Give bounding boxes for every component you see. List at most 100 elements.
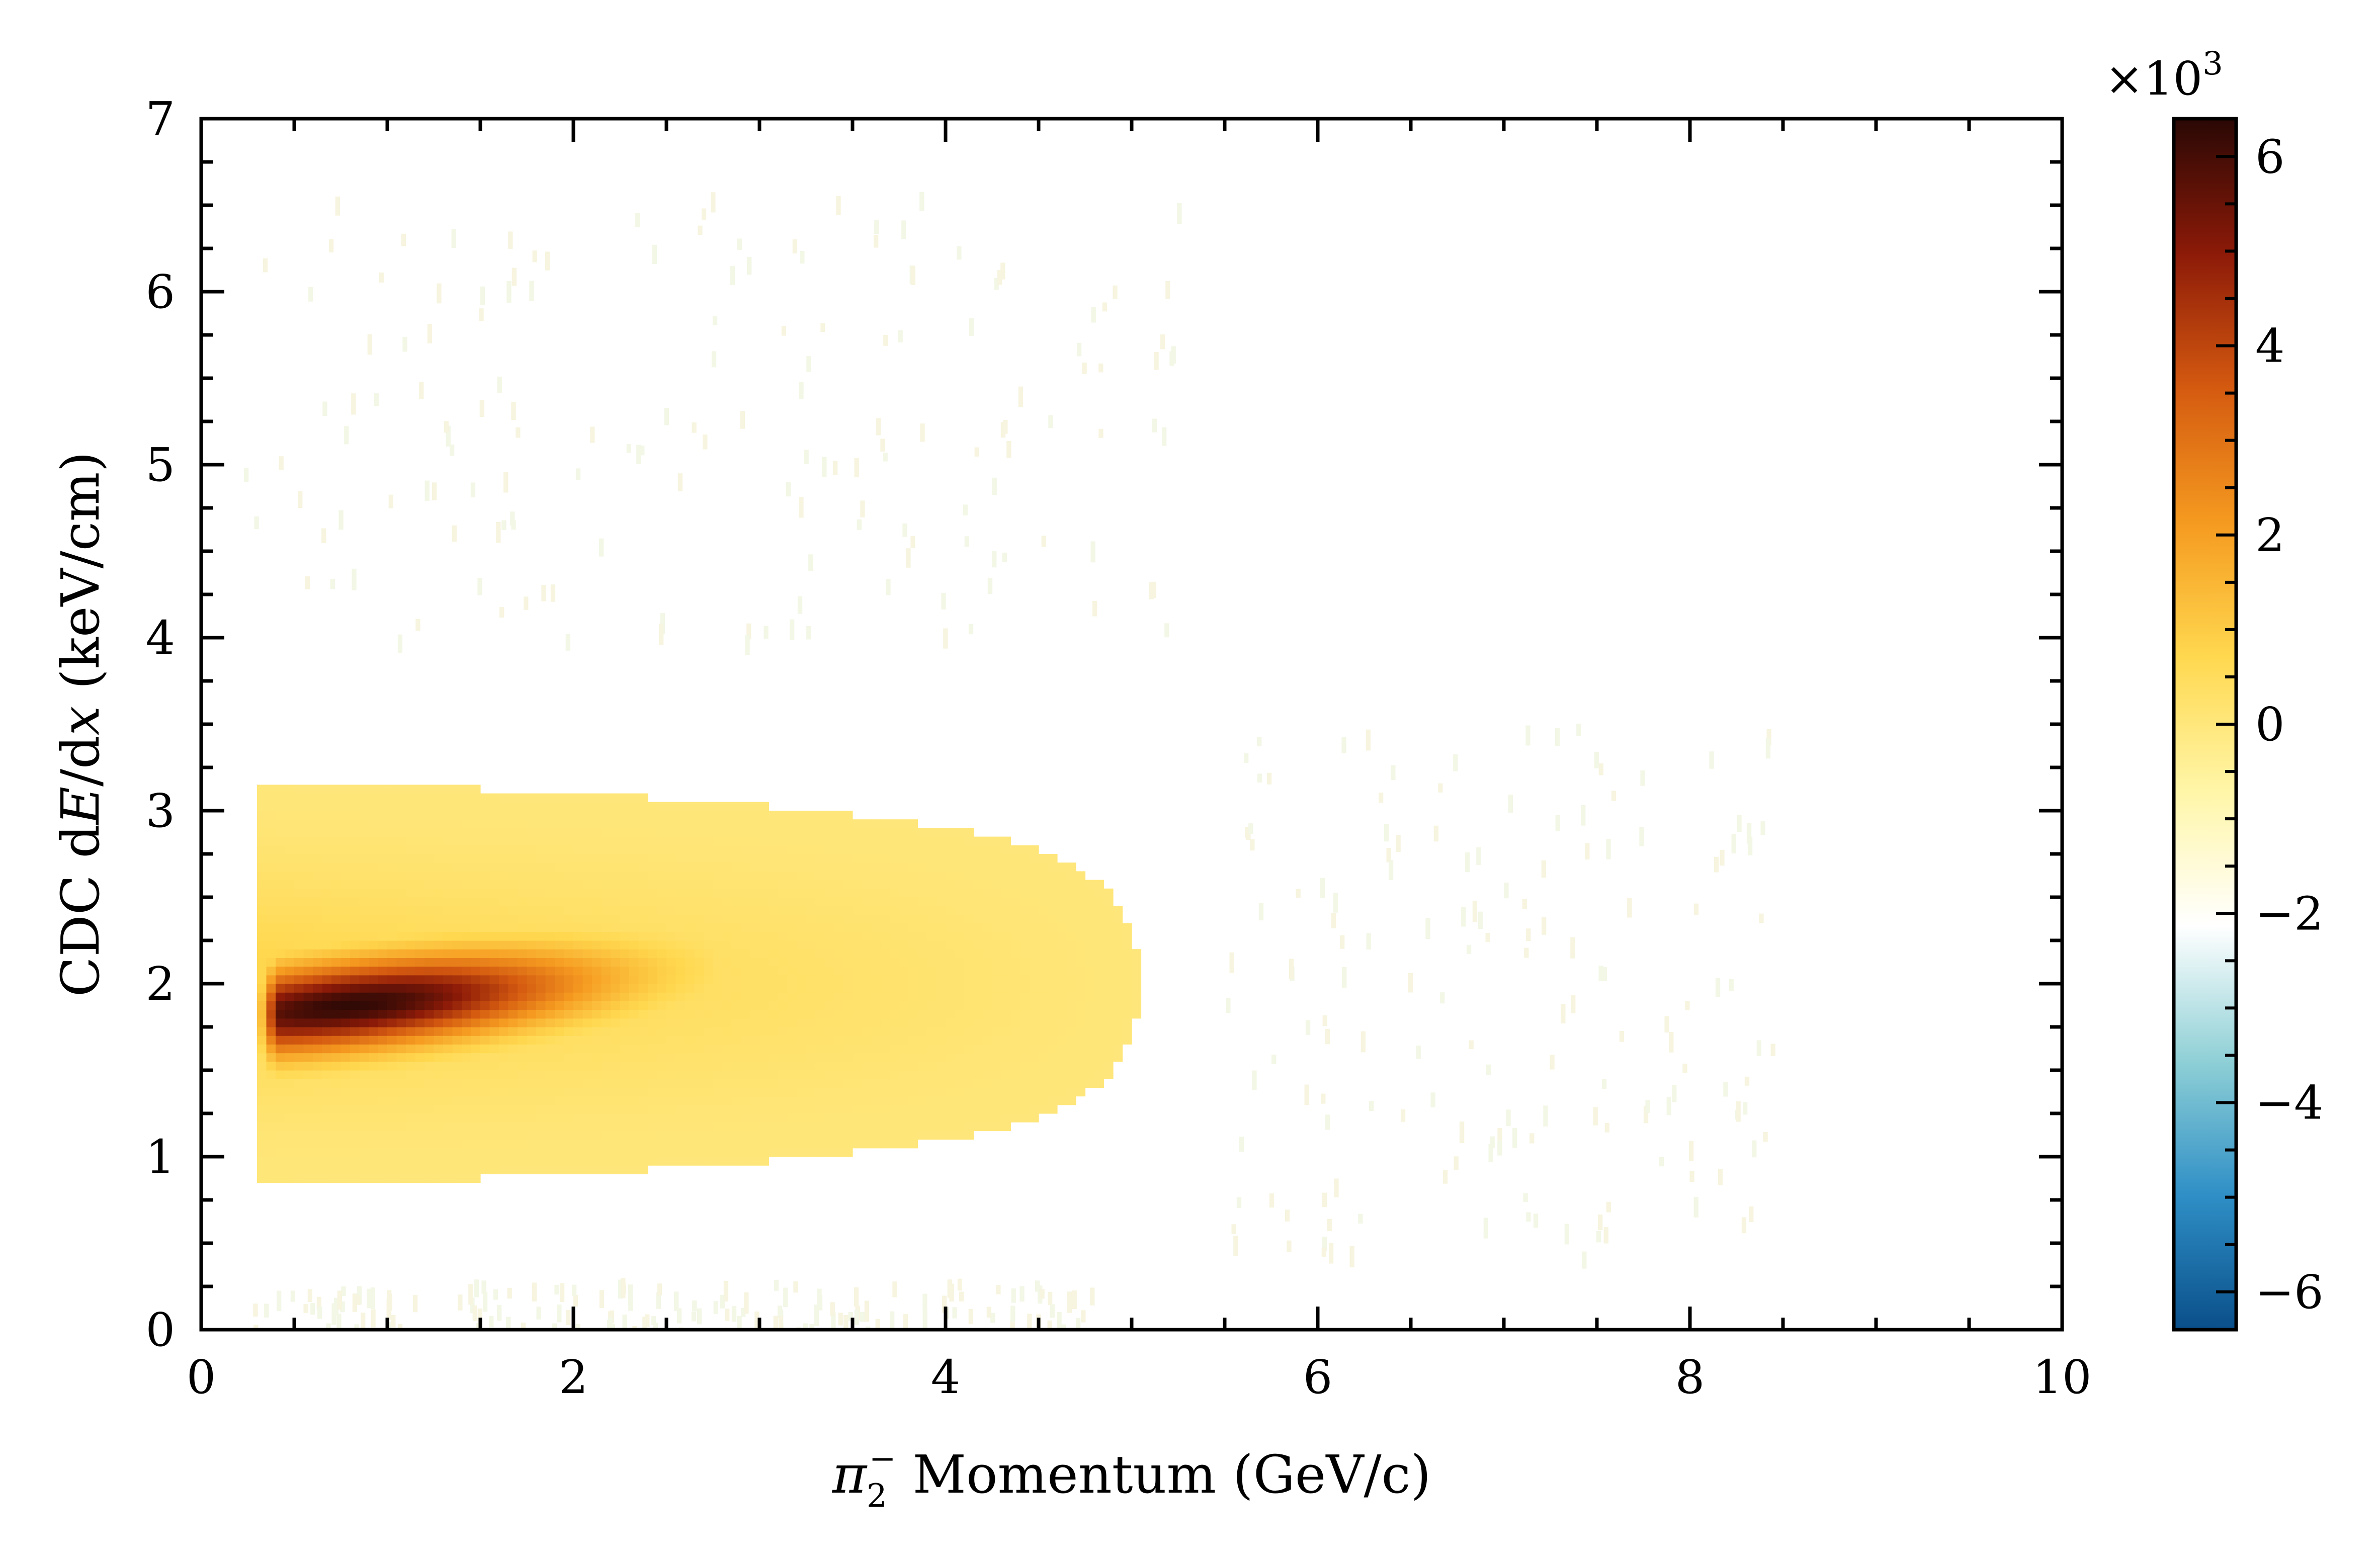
heatmap-cell [1020,975,1030,984]
heatmap-cell [480,1148,490,1157]
heatmap-cell [983,888,993,898]
sparse-hit [479,400,484,417]
sparse-hit [1048,1291,1053,1306]
heatmap-cell [508,819,518,828]
heatmap-cell [694,1044,704,1054]
heatmap-cell [1103,940,1114,949]
sparse-hit [942,1295,947,1313]
heatmap-cell [611,836,621,846]
heatmap-cell [536,1009,546,1019]
heatmap-cell [731,897,741,906]
sparse-hit [1465,852,1470,873]
heatmap-cell [731,854,741,863]
heatmap-cell [648,923,658,932]
heatmap-cell [806,1035,816,1045]
heatmap-cell [378,854,388,863]
heatmap-cell [1020,1104,1030,1114]
x-axis-title: π2− Momentum (GeV/c) [832,1440,1431,1515]
sparse-hit [990,1313,995,1323]
heatmap-cell [294,1001,304,1010]
heatmap-cell [694,1035,704,1045]
heatmap-cell [1076,1070,1086,1079]
heatmap-cell [880,1001,890,1010]
sparse-hit [599,538,604,557]
sparse-hit [618,1279,623,1299]
heatmap-cell [424,984,435,993]
heatmap-cell [1048,923,1058,932]
heatmap-cell [443,1148,453,1157]
heatmap-cell [1020,1096,1030,1105]
heatmap-cell [620,1139,630,1149]
heatmap-cell [499,1044,509,1054]
heatmap-cell [611,862,621,872]
heatmap-cell [471,1104,481,1114]
heatmap-cell [489,845,499,854]
heatmap-cell [266,966,276,976]
heatmap-cell [890,1131,900,1140]
heatmap-cell [908,1122,918,1131]
heatmap-cell [462,931,472,941]
heatmap-cell [592,1061,602,1071]
heatmap-cell [508,1122,518,1131]
heatmap-cell [601,1027,611,1036]
heatmap-cell [1029,958,1039,967]
heatmap-cell [573,802,583,811]
sparse-hit [1486,1064,1491,1075]
heatmap-cell [285,1009,295,1019]
heatmap-cell [853,1035,863,1045]
heatmap-cell [759,940,770,949]
heatmap-cell [722,1139,732,1149]
heatmap-cell [983,1079,993,1088]
heatmap-cell [638,914,648,924]
heatmap-cell [1057,958,1067,967]
heatmap-cell [369,802,379,811]
heatmap-cell [480,1104,490,1114]
heatmap-cell [917,1053,927,1062]
sparse-hit [1047,1320,1052,1330]
heatmap-cell [834,836,844,846]
heatmap-cell [452,1157,462,1166]
heatmap-cell [508,992,518,1001]
heatmap-cell [545,1104,555,1114]
heatmap-cell [992,949,1002,958]
heatmap-cell [871,1001,881,1010]
heatmap-cell [648,880,658,889]
heatmap-cell [257,906,267,915]
sparse-hit [391,1315,396,1328]
sparse-hit [994,278,999,290]
sparse-hit [1582,1251,1587,1269]
heatmap-cell [396,1061,406,1071]
sparse-hit [608,1311,613,1321]
heatmap-cell [983,871,993,881]
heatmap-cell [853,931,863,941]
heatmap-cell [704,975,714,984]
heatmap-cell [276,802,286,811]
heatmap-cell [341,1139,351,1149]
heatmap-cell [620,992,630,1001]
heatmap-cell [899,862,909,872]
heatmap-cell [285,854,295,863]
heatmap-cell [992,1096,1002,1105]
heatmap-cell [424,931,435,941]
heatmap-cell [694,940,704,949]
heatmap-cell [973,992,983,1001]
heatmap-cell [294,819,304,828]
heatmap-cell [471,906,481,915]
heatmap-cell [443,1079,453,1088]
heatmap-cell [257,897,267,906]
heatmap-cell [983,992,993,1001]
heatmap-cell [899,880,909,889]
heatmap-cell [1057,1018,1067,1027]
heatmap-cell [471,845,481,854]
heatmap-cell [527,1061,537,1071]
heatmap-cell [527,1131,537,1140]
heatmap-cell [741,845,751,854]
sparse-hit [1050,1304,1055,1318]
heatmap-cell [741,1001,751,1010]
heatmap-cell [1066,1079,1076,1088]
heatmap-cell [1085,1044,1095,1054]
heatmap-cell [443,897,453,906]
heatmap-cell [797,1044,807,1054]
heatmap-cell [899,1035,909,1045]
heatmap-cell [276,1113,286,1122]
